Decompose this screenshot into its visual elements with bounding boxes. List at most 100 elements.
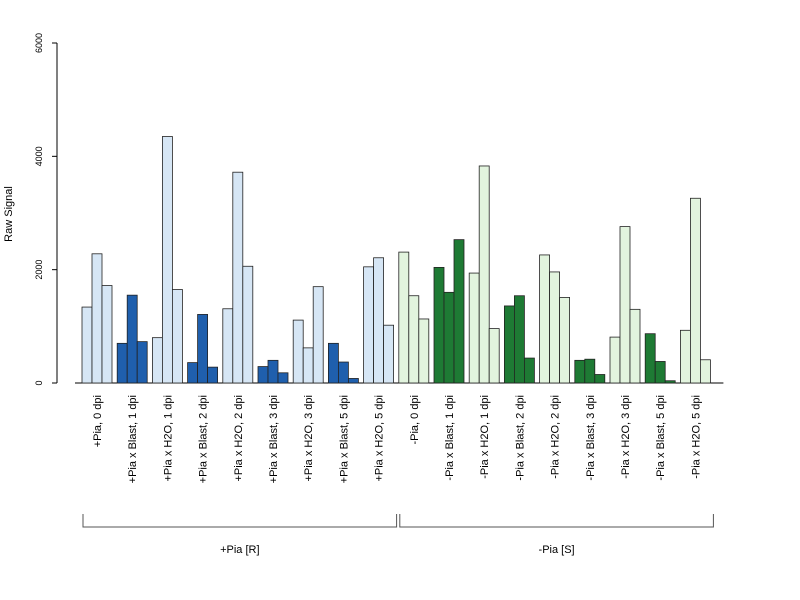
x-category-label: -Pia, 0 dpi (409, 395, 421, 445)
bar (488, 328, 500, 384)
bar (433, 266, 445, 384)
group-label: -Pia [S] (539, 544, 575, 556)
bar-group (363, 257, 395, 384)
bar (398, 251, 410, 384)
bar-group (539, 254, 570, 384)
bar-group (680, 197, 711, 384)
y-tick-label: 2000 (34, 260, 44, 280)
bar (654, 361, 666, 384)
group-bracket: -Pia [S] (399, 514, 714, 556)
bracket-line (399, 514, 714, 528)
bar (267, 359, 279, 384)
group-label: +Pia [R] (220, 544, 259, 556)
group-brackets: +Pia [R] -Pia [S] (82, 514, 714, 556)
bar (222, 308, 234, 384)
y-axis: 0 2000 4000 6000 (34, 33, 58, 386)
bar (116, 342, 128, 384)
bar (232, 171, 244, 384)
x-category-label: +Pia, 0 dpi (92, 395, 104, 447)
bar (503, 305, 515, 384)
bar (257, 366, 269, 384)
bar-group (187, 314, 219, 384)
bar (277, 372, 289, 384)
bar (700, 359, 711, 384)
bar-group (503, 295, 535, 384)
bar (629, 308, 641, 384)
x-category-label: -Pia x Blast, 3 dpi (585, 395, 597, 481)
y-axis-title: Raw Signal (3, 186, 15, 242)
bar-group (327, 342, 359, 384)
x-category-label: +Pia x Blast, 1 dpi (127, 395, 139, 483)
bar-group (433, 239, 465, 384)
bar-group (151, 136, 183, 384)
bar (302, 347, 314, 384)
bar (574, 359, 586, 384)
bar (408, 295, 420, 384)
bar (609, 336, 621, 384)
bar (539, 254, 550, 384)
y-tick-label: 0 (34, 380, 44, 385)
bar (644, 333, 656, 384)
bar-group (398, 251, 430, 384)
bar (91, 253, 103, 384)
bar (292, 319, 304, 384)
bar-group (292, 286, 324, 384)
bar (664, 380, 676, 384)
bar (347, 378, 359, 384)
bar (187, 362, 199, 384)
bar (690, 197, 701, 384)
bar (418, 318, 430, 384)
bar (242, 265, 254, 384)
bar-group (468, 165, 500, 384)
x-category-label: -Pia x Blast, 2 dpi (514, 395, 526, 481)
bar (136, 341, 148, 384)
bar (312, 286, 324, 384)
bar (680, 329, 691, 384)
x-category-label: +Pia x H2O, 5 dpi (374, 395, 386, 482)
bar (161, 136, 173, 384)
x-category-label: -Pia x H2O, 2 dpi (550, 395, 562, 479)
bar-group (609, 226, 641, 384)
x-category-label: +Pia x Blast, 2 dpi (198, 395, 210, 483)
x-category-label: +Pia x Blast, 3 dpi (268, 395, 280, 483)
y-tick-label: 4000 (34, 146, 44, 166)
bar (373, 257, 385, 384)
x-category-label: -Pia x Blast, 1 dpi (444, 395, 456, 481)
bar (619, 226, 631, 384)
bar-group (644, 333, 676, 384)
bar (524, 357, 535, 384)
bar (468, 272, 480, 384)
x-category-label: +Pia x H2O, 2 dpi (233, 395, 245, 482)
bar (594, 374, 606, 384)
bar (453, 239, 465, 384)
x-category-label: +Pia x H2O, 3 dpi (303, 395, 315, 482)
bar (337, 361, 349, 384)
bar (478, 165, 490, 384)
bar (101, 285, 113, 384)
bar-group (116, 294, 148, 384)
bar (443, 291, 455, 384)
bar (171, 289, 183, 384)
x-category-label: -Pia x H2O, 5 dpi (690, 395, 702, 479)
x-category-label: -Pia x H2O, 3 dpi (620, 395, 632, 479)
x-category-label: +Pia x Blast, 5 dpi (338, 395, 350, 483)
bar-group (574, 358, 606, 384)
x-category-label: -Pia x H2O, 1 dpi (479, 395, 491, 479)
y-tick-label: 6000 (34, 33, 44, 53)
bar (514, 295, 525, 384)
x-category-label: +Pia x H2O, 1 dpi (162, 395, 174, 482)
bar-group (257, 359, 289, 384)
bar (363, 266, 375, 384)
bar-group (222, 171, 254, 384)
bar (197, 314, 209, 384)
bar-group (81, 253, 113, 384)
bar (383, 324, 395, 384)
bar (81, 306, 93, 384)
bar (207, 366, 219, 384)
bar (559, 297, 570, 384)
bracket-line (82, 514, 398, 528)
x-category-label: -Pia x Blast, 5 dpi (655, 395, 667, 481)
bar (126, 294, 138, 384)
bar (151, 337, 163, 384)
